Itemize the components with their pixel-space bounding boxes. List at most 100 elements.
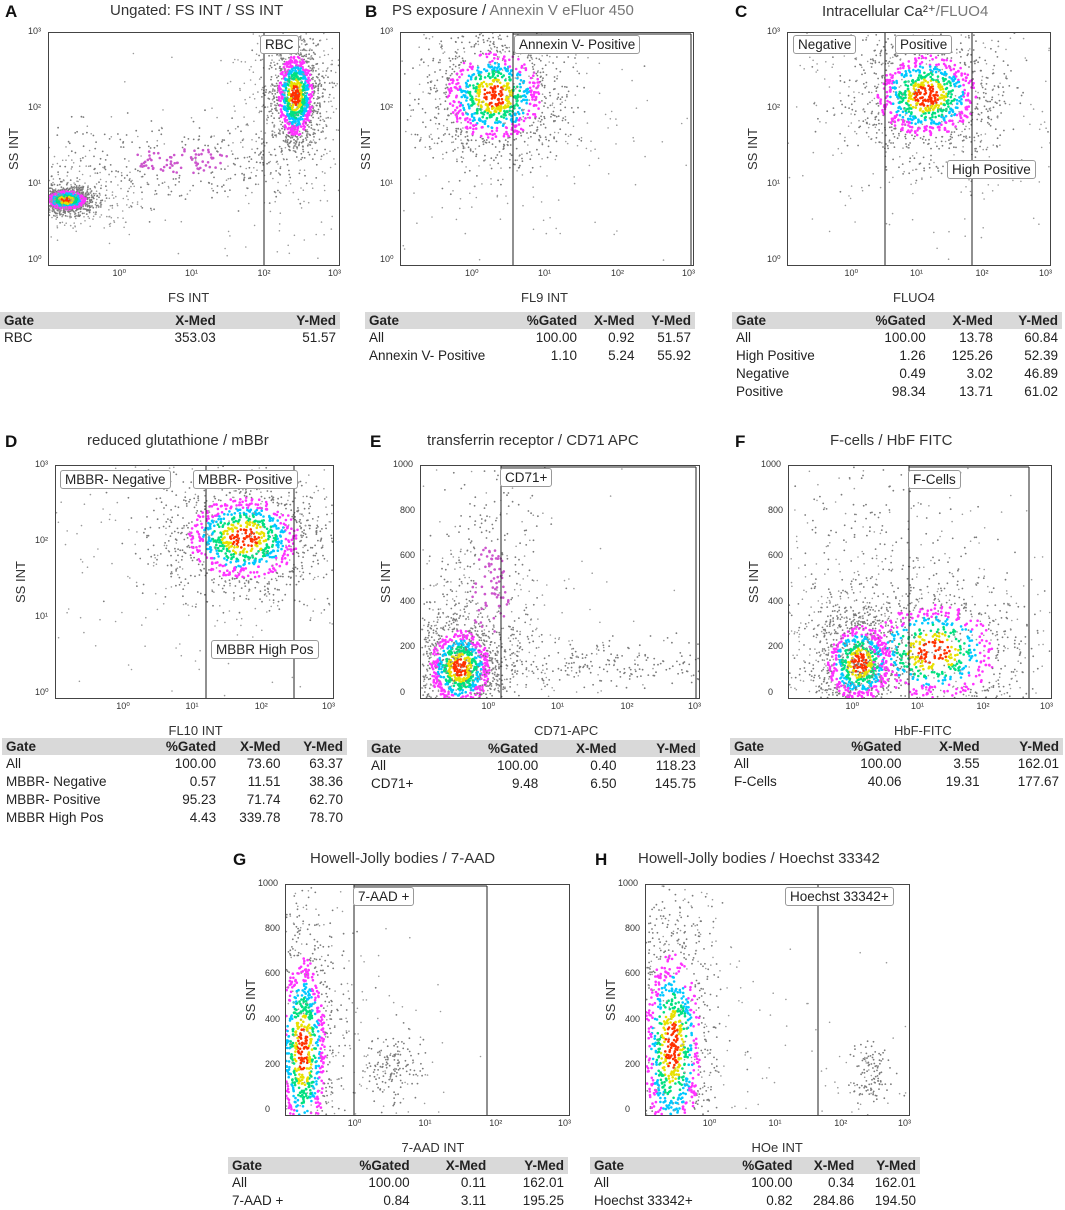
event-dot <box>170 190 173 193</box>
event-dot <box>64 214 67 217</box>
event-dot <box>908 70 912 74</box>
gate-label[interactable]: RBC <box>260 35 299 54</box>
event-dot <box>889 73 892 76</box>
event-dot <box>537 107 540 110</box>
event-dot <box>555 227 557 230</box>
event-dot <box>858 126 860 129</box>
event-dot <box>320 131 323 133</box>
event-dot <box>936 75 940 78</box>
event-dot <box>298 71 302 74</box>
event-dot <box>320 221 323 223</box>
event-dot <box>412 67 414 69</box>
event-dot <box>266 106 269 108</box>
event-dot <box>296 139 298 141</box>
event-dot <box>499 121 502 124</box>
event-dot <box>501 45 504 47</box>
event-dot <box>297 198 300 201</box>
event-dot <box>216 150 218 153</box>
event-dot <box>295 64 297 67</box>
event-dot <box>900 72 904 76</box>
event-dot <box>936 145 938 148</box>
event-dot <box>313 109 315 111</box>
event-dot <box>305 49 308 52</box>
event-dot <box>557 199 560 201</box>
event-dot <box>454 138 457 140</box>
event-dot <box>312 69 315 72</box>
event-dot <box>953 146 955 149</box>
event-dot <box>283 67 286 70</box>
event-dot <box>75 185 78 187</box>
event-dot <box>291 136 294 139</box>
event-dot <box>556 75 559 77</box>
event-dot <box>298 132 302 136</box>
event-dot <box>70 199 72 202</box>
event-dot <box>49 179 51 182</box>
event-dot <box>941 53 943 56</box>
event-dot <box>169 162 173 166</box>
gate-label[interactable]: Annexin V- Positive <box>514 35 641 54</box>
event-dot <box>885 169 888 171</box>
event-dot <box>137 169 139 172</box>
event-dot <box>521 174 524 176</box>
event-dot <box>474 123 478 127</box>
event-dot <box>256 147 259 150</box>
event-dot <box>72 162 75 164</box>
event-dot <box>562 117 565 119</box>
event-dot <box>326 200 329 202</box>
event-dot <box>294 70 298 74</box>
event-dot <box>950 99 954 103</box>
event-dot <box>457 48 459 51</box>
event-dot <box>295 140 298 143</box>
event-dot <box>919 121 923 124</box>
event-dot <box>302 68 305 71</box>
event-dot <box>499 89 502 93</box>
event-dot <box>204 164 208 167</box>
event-dot <box>532 93 536 96</box>
event-dot <box>108 197 111 200</box>
event-dot <box>81 212 84 215</box>
event-dot <box>86 188 89 191</box>
event-dot <box>436 142 439 145</box>
event-dot <box>951 110 955 113</box>
event-dot <box>478 145 481 147</box>
event-dot <box>476 103 480 106</box>
event-dot <box>485 82 488 86</box>
event-dot <box>214 166 217 169</box>
event-dot <box>288 146 291 148</box>
event-dot <box>843 81 846 84</box>
event-dot <box>540 124 542 126</box>
event-dot <box>492 53 496 56</box>
event-dot <box>680 122 683 125</box>
event-dot <box>275 107 277 109</box>
event-dot <box>285 118 289 122</box>
event-dot <box>495 118 498 122</box>
event-dot <box>973 60 976 63</box>
event-dot <box>284 78 287 82</box>
event-dot <box>580 136 583 139</box>
event-dot <box>496 154 499 156</box>
event-dot <box>516 104 519 107</box>
event-dot <box>315 177 318 179</box>
event-dot <box>289 141 291 144</box>
event-dot <box>315 110 317 113</box>
event-dot <box>133 185 135 188</box>
event-dot <box>311 158 314 160</box>
event-dot <box>953 84 957 88</box>
event-dot <box>493 45 496 48</box>
event-dot <box>300 187 302 189</box>
event-dot <box>290 59 294 63</box>
event-dot <box>938 96 941 99</box>
event-dot <box>168 166 172 169</box>
event-dot <box>972 86 975 89</box>
event-dot <box>141 175 144 178</box>
event-dot <box>440 46 442 48</box>
event-dot <box>486 136 490 139</box>
event-dot <box>898 90 901 94</box>
event-dot <box>961 90 965 94</box>
event-dot <box>156 174 158 177</box>
event-dot <box>292 77 296 80</box>
event-dot <box>289 137 292 139</box>
event-dot <box>459 207 461 210</box>
event-dot <box>74 183 77 186</box>
event-dot <box>545 97 547 100</box>
